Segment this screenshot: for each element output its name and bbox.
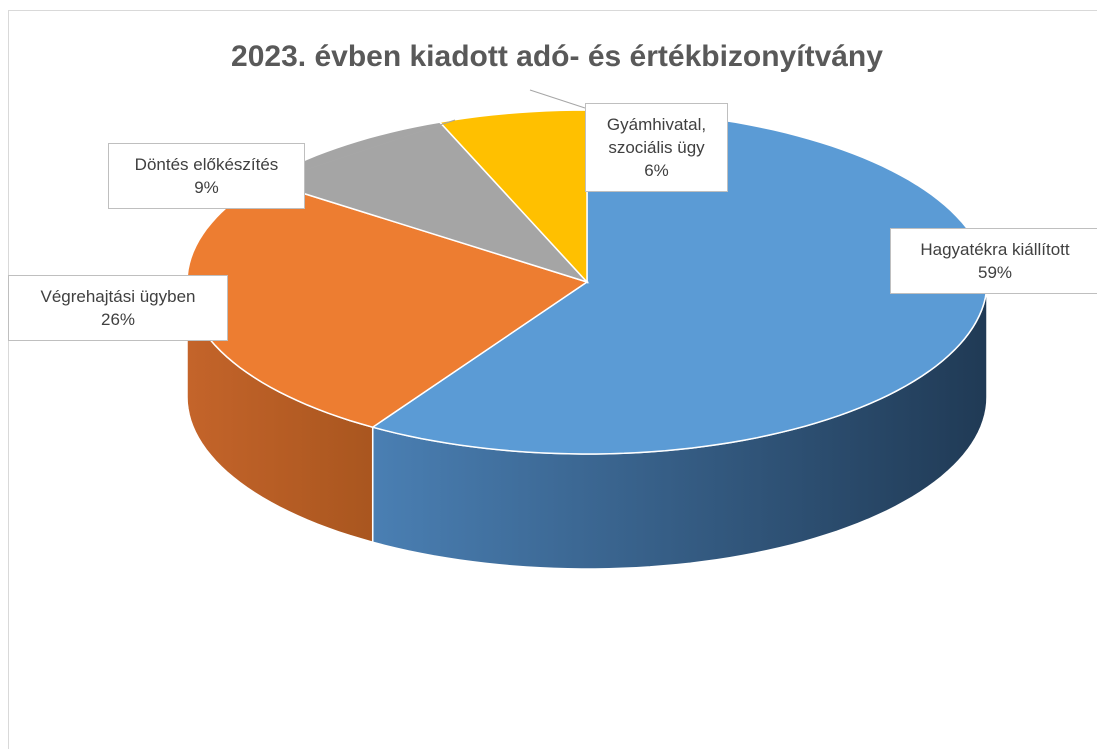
leader-line — [529, 89, 586, 109]
pie-slice — [370, 109, 988, 455]
chart-frame — [8, 10, 1097, 749]
data-label: Végrehajtási ügyben 26% — [8, 275, 228, 341]
data-label: Döntés előkészítés 9% — [108, 143, 305, 209]
label-category: Gyámhivatal, szociális ügy — [606, 115, 707, 157]
label-value: 26% — [100, 310, 136, 329]
label-value: 9% — [194, 178, 219, 197]
label-category: Hagyatékra kiállított — [920, 240, 1070, 259]
label-value: 59% — [977, 263, 1013, 282]
data-label: Gyámhivatal, szociális ügy 6% — [585, 103, 728, 192]
data-label: Hagyatékra kiállított 59% — [890, 228, 1097, 294]
chart-title: 2023. évben kiadott adó- és értékbizonyí… — [231, 40, 883, 73]
leader-line — [304, 119, 456, 171]
label-category: Végrehajtási ügyben — [40, 287, 196, 306]
label-value: 6% — [644, 161, 669, 180]
label-category: Döntés előkészítés — [134, 155, 279, 174]
